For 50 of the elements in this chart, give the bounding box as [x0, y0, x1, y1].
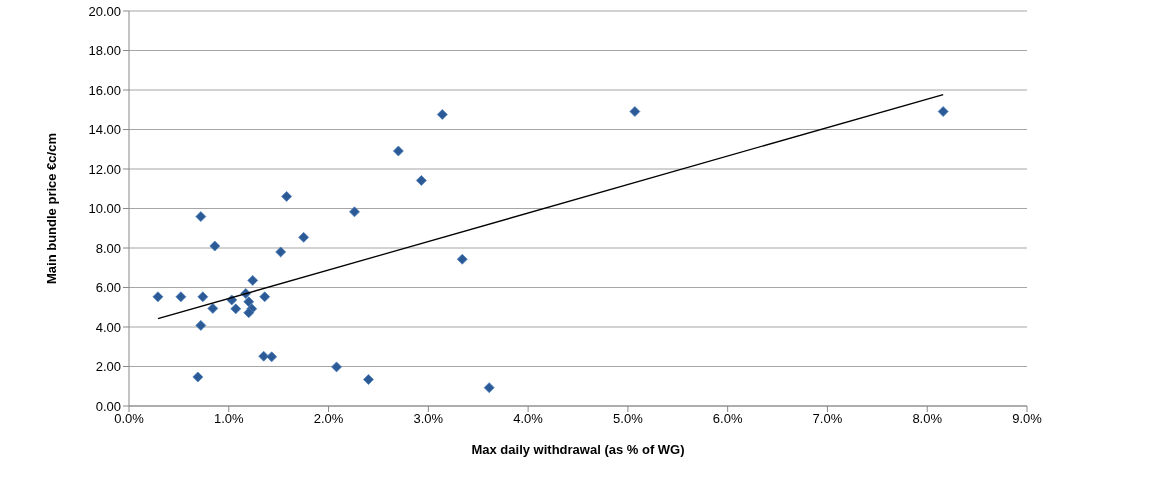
- y-tick-label: 2.00: [95, 359, 121, 375]
- y-tick-label: 14.00: [88, 122, 121, 138]
- x-tick-label: 3.0%: [413, 411, 444, 427]
- x-tick-label: 4.0%: [513, 411, 544, 427]
- x-tick-label: 9.0%: [1012, 411, 1043, 427]
- point: [363, 374, 374, 385]
- y-tick-label: 20.00: [88, 3, 121, 19]
- point: [152, 291, 164, 303]
- point: [393, 145, 404, 157]
- x-tick-label: 6.0%: [712, 411, 743, 427]
- y-tick-label: 12.00: [88, 161, 121, 177]
- point: [259, 291, 271, 303]
- point: [197, 291, 209, 303]
- y-tick-label: 0.00: [95, 398, 121, 414]
- point: [192, 371, 204, 383]
- point: [247, 274, 259, 286]
- x-tick-label: 7.0%: [812, 411, 843, 427]
- point: [243, 296, 255, 308]
- point: [243, 307, 255, 319]
- point: [195, 211, 207, 222]
- x-tick-label: 8.0%: [912, 411, 943, 427]
- point: [937, 106, 949, 117]
- y-tick-label: 4.00: [95, 319, 121, 335]
- point: [281, 191, 293, 202]
- point: [415, 175, 427, 186]
- y-tick-label: 6.00: [95, 280, 121, 296]
- point: [209, 240, 221, 252]
- point: [483, 382, 495, 394]
- y-tick-label: 16.00: [88, 82, 121, 98]
- x-tick-label: 1.0%: [213, 411, 245, 427]
- point: [629, 106, 641, 117]
- y-tick-label: 8.00: [95, 240, 121, 256]
- point: [266, 351, 278, 363]
- point: [275, 246, 287, 258]
- x-tick-label: 0.0%: [114, 411, 145, 427]
- point: [349, 206, 360, 218]
- y-axis-title: Main bundle price €c/cm: [43, 133, 59, 284]
- x-axis-title: Max daily withdrawal (as % of WG): [471, 442, 685, 457]
- point: [298, 231, 310, 243]
- y-tick-label: 10.00: [88, 201, 121, 217]
- point: [456, 253, 468, 265]
- point: [331, 361, 342, 373]
- y-tick-label: 18.00: [88, 43, 121, 59]
- point: [207, 303, 219, 314]
- point: [230, 303, 242, 315]
- point: [175, 291, 187, 303]
- x-tick-label: 5.0%: [613, 411, 644, 427]
- point: [436, 109, 448, 120]
- x-tick-label: 2.0%: [313, 411, 344, 427]
- point: [195, 320, 207, 331]
